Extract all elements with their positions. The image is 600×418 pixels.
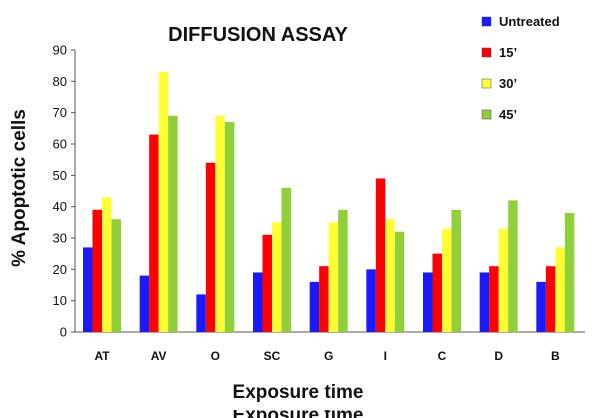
y-tick-label: 70 (53, 105, 67, 120)
bar-b-untreated (536, 281, 546, 332)
legend-label: 30’ (499, 76, 517, 91)
legend-label: 15’ (499, 45, 517, 60)
bar-i-30min (385, 219, 395, 332)
legend-label: 45’ (499, 107, 517, 122)
bar-at-15min (92, 209, 102, 332)
legend-swatch (481, 16, 492, 27)
y-tick-label: 90 (53, 43, 67, 58)
bar-c-45min (451, 209, 461, 332)
bar-i-15min (375, 178, 386, 332)
bar-d-30min (498, 228, 509, 332)
bar-at-untreated (83, 247, 93, 332)
bar-b-45min (564, 212, 575, 332)
bar-d-untreated (479, 272, 490, 332)
legend-swatch (481, 47, 492, 58)
bar-b-30min (555, 247, 565, 332)
legend-swatch (481, 78, 492, 89)
x-axis-title-cutoff-echo: Exposure time (233, 405, 364, 418)
bar-c-untreated (423, 272, 433, 332)
y-tick-label: 80 (53, 74, 67, 89)
y-tick-label: 30 (53, 231, 67, 246)
x-category-label: SC (264, 349, 281, 363)
bar-av-15min (149, 134, 159, 332)
bar-av-untreated (139, 275, 150, 332)
y-tick-label: 50 (53, 168, 67, 183)
bar-o-30min (215, 115, 225, 332)
bar-b-15min (545, 266, 556, 332)
bar-sc-30min (272, 222, 282, 332)
bar-av-30min (158, 71, 169, 332)
x-category-label: AV (151, 349, 167, 363)
bar-sc-45min (281, 187, 291, 332)
legend-swatch (481, 109, 492, 120)
bar-g-15min (319, 266, 329, 332)
x-category-label: G (324, 349, 333, 363)
x-axis-title-echo: Exposure time (233, 405, 364, 418)
bar-g-30min (328, 222, 339, 332)
x-axis-title: Exposure time (233, 382, 364, 403)
x-category-label: O (211, 349, 220, 363)
legend: Untreated 15’ 30’ 45’ (481, 14, 560, 122)
bar-at-45min (111, 219, 121, 332)
y-tick-label: 40 (53, 199, 67, 214)
bar-at-30min (102, 197, 112, 332)
bar-d-15min (489, 266, 499, 332)
bars (83, 71, 575, 332)
bar-o-15min (205, 162, 216, 332)
chart-title: DIFFUSION ASSAY (168, 24, 348, 46)
y-tick-label: 10 (53, 293, 67, 308)
y-tick-label: 20 (53, 262, 67, 277)
bar-c-15min (432, 253, 442, 332)
x-category-label: D (494, 349, 503, 363)
bar-i-45min (394, 231, 405, 332)
bar-av-45min (168, 115, 178, 332)
legend-label: Untreated (499, 14, 560, 29)
y-tick-label: 60 (53, 137, 67, 152)
x-category-label: B (551, 349, 560, 363)
x-category-label: I (384, 349, 387, 363)
bar-g-untreated (309, 281, 320, 332)
bar-o-untreated (196, 294, 206, 332)
bar-g-45min (338, 209, 348, 332)
x-category-label: AT (94, 349, 110, 363)
y-axis-ticks: 0 10 20 30 40 50 60 70 80 90 (53, 43, 75, 340)
y-axis-title: % Apoptotic cells (9, 109, 30, 267)
y-tick-label: 0 (60, 325, 67, 340)
x-axis-category-labels: AT AV O SC G I C D B (94, 349, 560, 363)
x-category-label: C (438, 349, 447, 363)
bar-c-30min (442, 228, 452, 332)
bar-sc-15min (262, 234, 272, 332)
bar-o-45min (224, 122, 235, 332)
bar-i-untreated (366, 269, 376, 332)
bar-sc-untreated (253, 272, 263, 332)
bar-d-45min (508, 200, 518, 332)
